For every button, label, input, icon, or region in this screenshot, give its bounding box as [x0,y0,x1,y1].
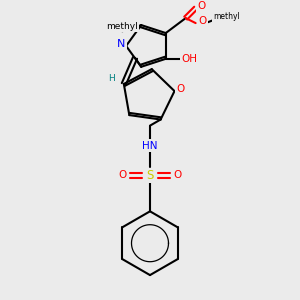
Text: methyl: methyl [213,12,240,21]
Text: O: O [174,170,182,181]
Text: O: O [197,1,206,11]
Text: H: H [109,74,115,83]
Text: O: O [176,84,184,94]
Text: OH: OH [182,54,198,64]
Text: S: S [146,169,154,182]
Text: methyl: methyl [106,22,138,31]
Text: O: O [118,170,126,181]
Text: HN: HN [142,141,158,151]
Text: O: O [199,16,207,26]
Text: N: N [117,39,125,49]
